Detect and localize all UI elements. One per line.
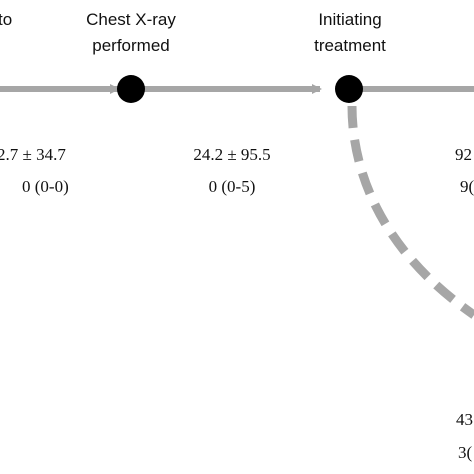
interval-2-median-range: 0 (0-5) [209, 177, 256, 196]
lower-right-value-1: 43 [456, 410, 473, 429]
initiating-label-line2: treatment [314, 36, 386, 55]
initiating-treatment-node [335, 75, 363, 103]
interval-1-median-range: 0 (0-0) [22, 177, 69, 196]
dashed-branch-curve [347, 105, 474, 319]
interval-2-mean-sd: 24.2 ± 95.5 [193, 145, 270, 164]
lower-right-value-2: 3( [458, 443, 473, 462]
left-partial-label: to [0, 10, 12, 29]
initiating-label-line1: Initiating [318, 10, 381, 29]
interval-3-median-range: 9( [460, 177, 474, 196]
interval-3-mean-sd: 92 [455, 145, 472, 164]
chest-xray-node [117, 75, 145, 103]
chest-xray-label-line2: performed [92, 36, 169, 55]
interval-1-mean-sd: 2.7 ± 34.7 [0, 145, 66, 164]
chest-xray-label-line1: Chest X-ray [86, 10, 176, 29]
